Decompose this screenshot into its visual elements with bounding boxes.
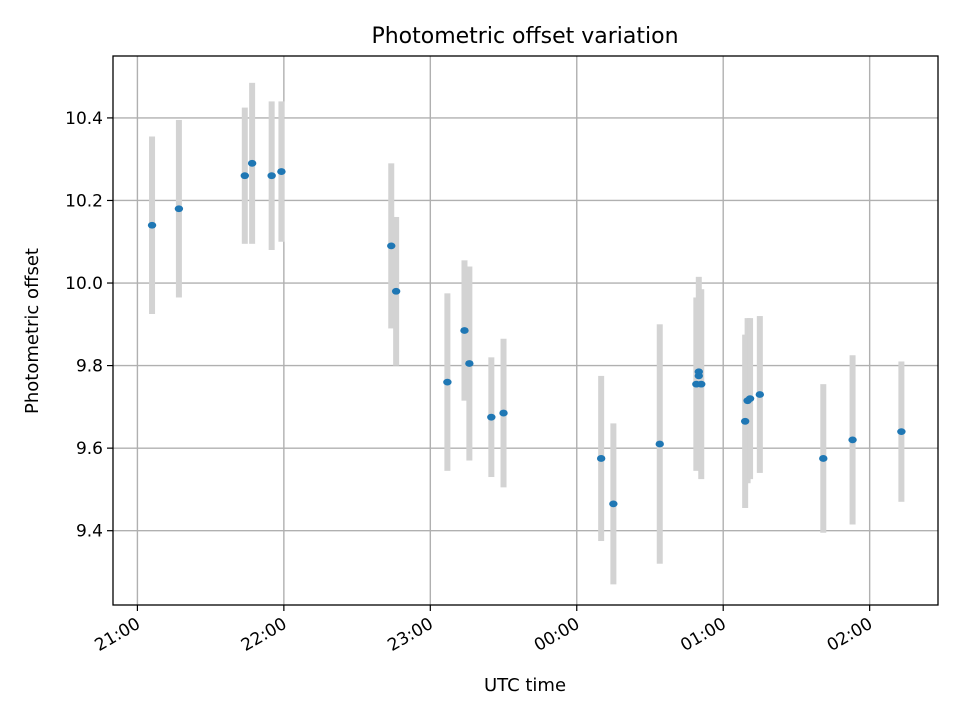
error-bars: [149, 82, 905, 585]
y-tick-label: 10.4: [65, 109, 103, 129]
y-axis-label: Photometric offset: [22, 248, 43, 414]
x-tick-label: 01:00: [677, 614, 729, 656]
data-point: [848, 436, 857, 444]
data-point: [147, 221, 157, 229]
data-point: [391, 287, 401, 295]
data-point: [387, 242, 396, 250]
data-point: [460, 327, 469, 334]
plot-frame: [112, 55, 939, 606]
chart-title: Photometric offset variation: [371, 24, 678, 49]
data-point: [655, 440, 664, 448]
data-point: [819, 455, 828, 462]
grid-lines: [113, 56, 938, 605]
x-axis-ticks: 21:00 22:00 23:00 00:00 01:00 02:00: [91, 605, 876, 656]
data-point: [609, 500, 618, 508]
data-point: [694, 368, 703, 376]
data-point: [487, 413, 496, 421]
y-tick-label: 10.0: [65, 274, 103, 294]
data-point: [174, 205, 184, 213]
data-point: [897, 428, 906, 436]
data-point: [443, 378, 452, 386]
data-point: [697, 380, 706, 388]
y-tick-label: 10.2: [65, 191, 103, 211]
data-point: [596, 455, 606, 462]
x-tick-label: 21:00: [91, 614, 143, 656]
x-tick-label: 23:00: [384, 614, 436, 656]
x-tick-label: 02:00: [824, 614, 876, 656]
x-axis-label: UTC time: [484, 675, 566, 696]
data-point: [755, 391, 765, 398]
data-point: [465, 360, 474, 367]
x-tick-label: 22:00: [238, 614, 290, 656]
y-tick-label: 9.4: [76, 522, 103, 542]
x-tick-label: 00:00: [531, 614, 583, 656]
y-tick-label: 9.8: [76, 357, 103, 377]
data-point: [499, 409, 508, 417]
data-point: [277, 168, 286, 175]
data-points: [147, 159, 906, 508]
data-point: [745, 395, 755, 403]
data-point: [267, 172, 276, 180]
data-point: [247, 159, 257, 167]
data-point: [740, 417, 750, 425]
y-axis-ticks: 9.4 9.6 9.8 10.0 10.2 10.4: [65, 109, 113, 542]
y-tick-label: 9.6: [76, 439, 103, 459]
data-point: [240, 172, 250, 180]
